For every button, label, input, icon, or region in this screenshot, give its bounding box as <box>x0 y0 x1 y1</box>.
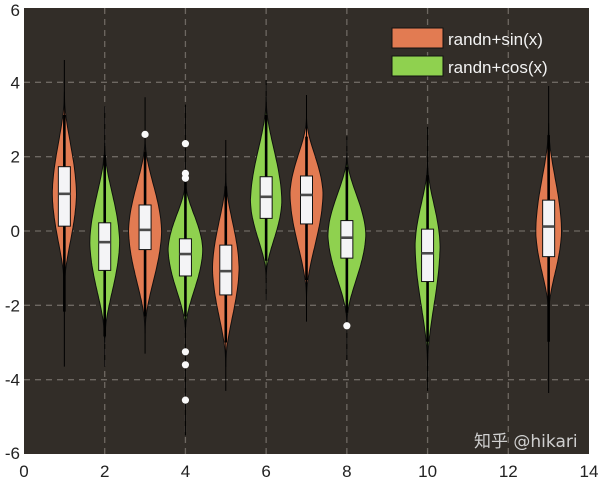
legend-swatch-sin <box>391 27 444 49</box>
x-tick-label: 4 <box>181 462 190 481</box>
violin <box>212 139 240 391</box>
box <box>98 222 112 271</box>
outlier-point <box>181 174 190 182</box>
outlier-point <box>141 130 149 138</box>
y-tick-label: -4 <box>5 371 20 390</box>
tick-labels: 0 2 4 6 8 10 12 14 -6 -4 -2 0 2 4 6 <box>5 1 599 481</box>
violin <box>127 97 163 354</box>
violin <box>535 86 562 394</box>
y-tick-label: -2 <box>5 296 20 315</box>
y-tick-label: 0 <box>11 222 20 241</box>
violin <box>414 126 441 391</box>
outlier-point <box>181 361 190 369</box>
legend-swatch-cos <box>391 55 444 77</box>
violins <box>51 60 562 436</box>
outlier-point <box>343 322 351 330</box>
violin <box>289 94 324 322</box>
outlier-point <box>181 396 190 404</box>
violin <box>51 60 78 367</box>
box <box>138 204 152 251</box>
legend-label-cos: randn+cos(x) <box>448 58 548 77</box>
box <box>421 228 435 283</box>
legend: randn+sin(x) randn+cos(x) <box>391 27 548 77</box>
box <box>300 175 313 225</box>
y-tick-label: 6 <box>11 1 20 20</box>
x-tick-label: 2 <box>100 462 109 481</box>
outlier-point <box>181 348 190 356</box>
watermark: 知乎 @hikari <box>474 432 578 452</box>
outlier-point <box>181 140 190 148</box>
violin <box>89 106 121 367</box>
legend-label-sin: randn+sin(x) <box>448 30 543 49</box>
x-tick-label: 0 <box>19 462 28 481</box>
y-tick-label: 4 <box>11 73 20 92</box>
y-tick-label: -6 <box>5 444 20 463</box>
box <box>57 166 71 227</box>
box <box>178 238 192 277</box>
x-tick-label: 10 <box>418 462 437 481</box>
x-tick-label: 6 <box>261 462 270 481</box>
x-tick-label: 12 <box>499 462 518 481</box>
x-tick-label: 14 <box>580 462 599 481</box>
violin <box>327 136 367 360</box>
x-tick-label: 8 <box>342 462 351 481</box>
box <box>340 220 354 259</box>
violin <box>249 80 283 301</box>
violin <box>167 104 204 436</box>
box <box>542 199 556 258</box>
y-tick-label: 2 <box>11 148 20 167</box>
